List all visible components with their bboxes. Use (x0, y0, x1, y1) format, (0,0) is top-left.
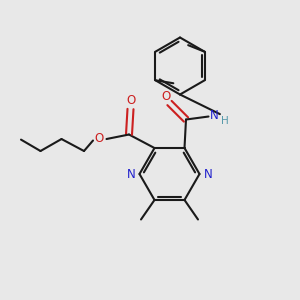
Text: N: N (127, 167, 136, 181)
Text: H: H (221, 116, 229, 126)
Text: O: O (161, 90, 170, 103)
Text: O: O (94, 132, 103, 145)
Text: N: N (210, 109, 219, 122)
Text: N: N (203, 167, 212, 181)
Text: O: O (127, 94, 136, 107)
